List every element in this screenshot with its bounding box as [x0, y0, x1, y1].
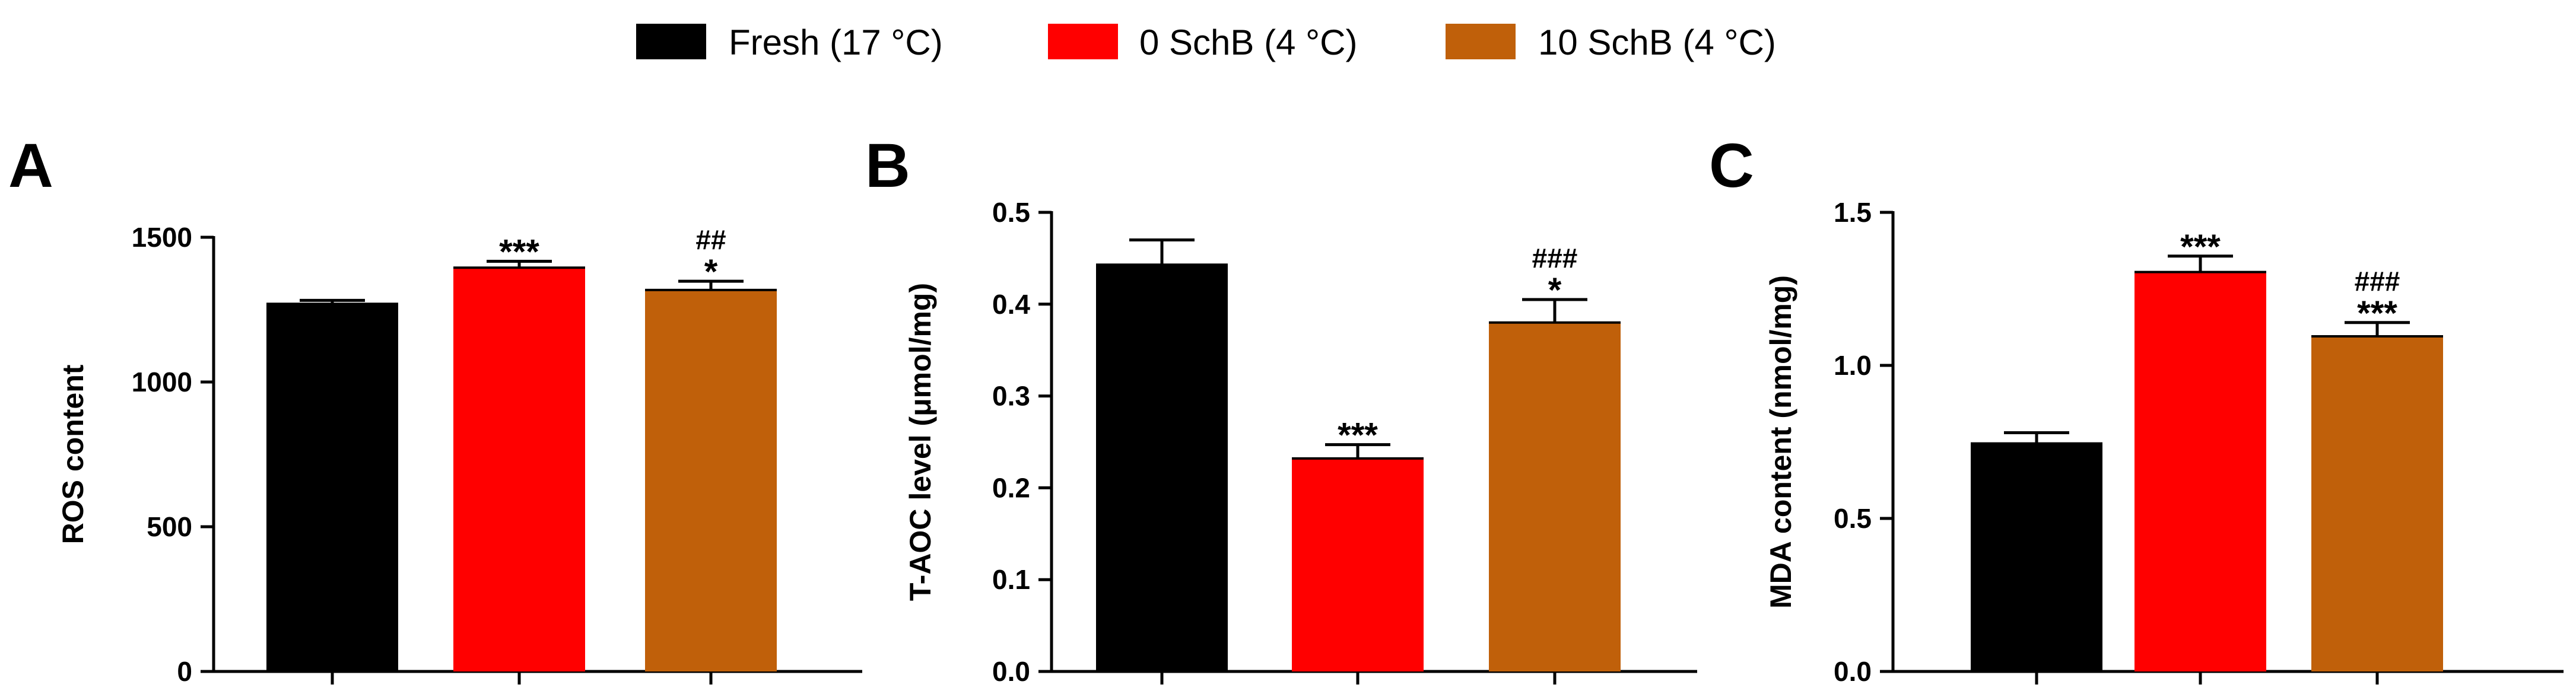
y-tick-label: 0.5 [992, 197, 1030, 228]
bar [266, 304, 398, 671]
y-tick-label: 0.1 [992, 564, 1030, 595]
legend: Fresh (17 °C) 0 SchB (4 °C) 10 SchB (4 °… [636, 23, 1776, 62]
significance-label: *** [499, 233, 539, 272]
bar [2135, 272, 2266, 671]
y-tick-label: 0.5 [1834, 503, 1872, 534]
bar [1292, 458, 1424, 671]
panel-a-chart: 0 500 1000 1500 ROS content *** ##* [56, 222, 862, 687]
significance-label: *** [2357, 294, 2397, 333]
panel-letter-b: B [865, 131, 910, 200]
y-tick-label: 0.0 [1834, 656, 1872, 687]
bar [645, 289, 777, 671]
significance-label: * [704, 253, 718, 291]
bar [1096, 265, 1228, 672]
y-tick-label: 1.5 [1834, 197, 1872, 228]
y-tick-label: 500 [147, 511, 192, 542]
y-tick-label: 1000 [132, 367, 192, 397]
y-tick-label: 1500 [132, 222, 192, 253]
legend-swatch-fresh [636, 24, 706, 59]
y-axis-label: T-AOC level (μmol/mg) [904, 283, 937, 601]
legend-label-fresh: Fresh (17 °C) [729, 23, 943, 62]
panel-letter-a: A [8, 131, 53, 200]
significance-label: ### [1532, 243, 1578, 273]
y-tick-label: 0.3 [992, 381, 1030, 412]
bar [2311, 336, 2443, 671]
legend-label-10-schb: 10 SchB (4 °C) [1538, 23, 1776, 62]
significance-label: * [1548, 271, 1562, 310]
legend-swatch-0-schb [1048, 24, 1118, 59]
bar [1971, 443, 2102, 671]
panel-b-chart: 0.0 0.1 0.2 0.3 0.4 0.5 T-AOC level (μmol/mg) *… [904, 197, 1697, 687]
bar [1489, 322, 1621, 671]
y-tick-label: 0.4 [992, 289, 1030, 320]
significance-label: ## [695, 224, 726, 255]
y-tick-label: 0 [177, 656, 192, 687]
y-axis-label: ROS content [56, 364, 90, 544]
legend-swatch-10-schb [1446, 24, 1516, 59]
bar [453, 268, 585, 671]
y-tick-label: 1.0 [1834, 350, 1872, 381]
y-tick-label: 0.2 [992, 472, 1030, 503]
significance-label: *** [2180, 228, 2221, 266]
legend-label-0-schb: 0 SchB (4 °C) [1139, 23, 1357, 62]
significance-label: *** [1338, 416, 1378, 455]
y-axis-label: MDA content (nmol/mg) [1764, 275, 1797, 609]
panel-letter-c: C [1709, 131, 1754, 200]
significance-label: ### [2355, 266, 2400, 297]
y-tick-label: 0.0 [992, 656, 1030, 687]
